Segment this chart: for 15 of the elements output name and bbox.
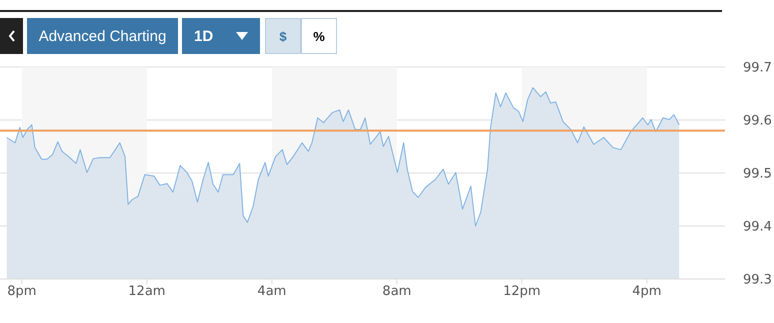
x-tick-label: 4am <box>257 284 286 300</box>
y-tick-label: 99.4 <box>743 220 772 235</box>
text: Advanced Charting <box>38 28 166 44</box>
y-tick-label: 99.6 <box>743 114 772 129</box>
x-tick-label: 8pm <box>7 284 36 300</box>
y-tick-label: 99.7 <box>743 60 772 76</box>
x-tick-label: 4pm <box>632 284 662 300</box>
text: 1D <box>194 28 214 44</box>
y-tick-label: 99.5 <box>743 166 772 182</box>
text: $ <box>279 28 287 44</box>
y-tick-label: 99.3 <box>743 272 772 288</box>
x-tick-label: 12pm <box>503 284 541 300</box>
text: % <box>313 28 325 44</box>
x-tick-label: 8am <box>382 284 412 300</box>
x-tick-label: 12am <box>128 284 166 300</box>
